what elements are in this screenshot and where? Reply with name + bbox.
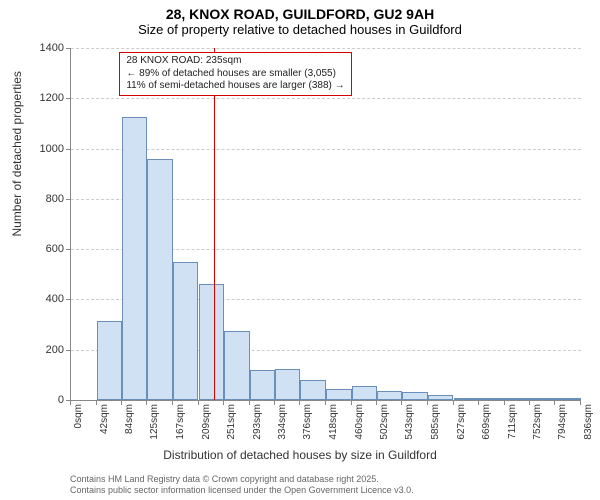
histogram-bar [352,386,378,400]
histogram-bar [97,321,123,400]
gridline [71,98,581,99]
xtick-mark [478,400,479,405]
xtick-mark [325,400,326,405]
chart-footer: Contains HM Land Registry data © Crown c… [70,474,414,496]
xtick-mark [427,400,428,405]
xtick-mark [529,400,530,405]
xtick-mark [274,400,275,405]
xtick-mark [96,400,97,405]
ytick-label: 1400 [24,42,64,54]
xtick-label: 794sqm [557,404,568,440]
xtick-mark [580,400,581,405]
histogram-bar [300,380,326,400]
xtick-label: 209sqm [201,404,212,440]
reference-line [214,48,215,400]
ytick-label: 1200 [24,92,64,104]
xtick-mark [249,400,250,405]
xtick-label: 293sqm [252,404,263,440]
ytick-label: 800 [24,193,64,205]
ytick-mark [66,48,71,49]
xtick-label: 84sqm [124,404,135,434]
xtick-label: 502sqm [379,404,390,440]
histogram-bar [250,370,275,400]
ytick-label: 0 [24,394,64,406]
chart-title-address: 28, KNOX ROAD, GUILDFORD, GU2 9AH [0,0,600,22]
histogram-bar [199,284,225,400]
xtick-label: 334sqm [277,404,288,440]
xtick-mark [223,400,224,405]
x-axis-label: Distribution of detached houses by size … [0,448,600,462]
ytick-mark [66,350,71,351]
histogram-bar [326,389,352,400]
ytick-mark [66,98,71,99]
y-axis-label: Number of detached properties [10,71,24,236]
ytick-label: 1000 [24,143,64,155]
xtick-mark [376,400,377,405]
xtick-label: 251sqm [226,404,237,440]
xtick-label: 669sqm [481,404,492,440]
xtick-mark [121,400,122,405]
xtick-mark [146,400,147,405]
xtick-label: 125sqm [149,404,160,440]
ytick-mark [66,199,71,200]
xtick-mark [172,400,173,405]
histogram-bar [173,262,199,400]
histogram-bar [224,331,250,400]
chart-title-description: Size of property relative to detached ho… [0,22,600,37]
xtick-label: 167sqm [175,404,186,440]
xtick-mark [401,400,402,405]
ytick-mark [66,299,71,300]
ytick-label: 200 [24,344,64,356]
histogram-bar [377,391,402,400]
xtick-mark [351,400,352,405]
xtick-label: 836sqm [583,404,594,440]
xtick-label: 627sqm [456,404,467,440]
xtick-label: 0sqm [73,404,84,428]
histogram-bar [275,369,301,400]
ytick-label: 400 [24,293,64,305]
footer-license: Contains public sector information licen… [70,485,414,496]
xtick-mark [198,400,199,405]
annotation-title: 28 KNOX ROAD: 235sqm [126,55,344,68]
chart-container: 28, KNOX ROAD, GUILDFORD, GU2 9AH Size o… [0,0,600,500]
histogram-bar [122,117,147,400]
annotation-smaller: ← 89% of detached houses are smaller (3,… [126,68,344,81]
histogram-bar [555,398,581,400]
ytick-label: 600 [24,243,64,255]
histogram-bar [454,398,480,401]
gridline [71,149,581,150]
ytick-mark [66,249,71,250]
xtick-label: 711sqm [507,404,518,439]
xtick-label: 42sqm [99,404,110,434]
xtick-label: 752sqm [532,404,543,440]
histogram-bar [530,398,556,400]
xtick-label: 460sqm [354,404,365,440]
xtick-label: 585sqm [430,404,441,440]
xtick-label: 418sqm [328,404,339,440]
histogram-bar [428,395,454,400]
plot-area: 28 KNOX ROAD: 235sqm ← 89% of detached h… [70,48,581,401]
histogram-bar [505,398,530,400]
gridline [71,48,581,49]
histogram-bar [402,392,428,400]
histogram-bar [147,159,173,400]
annotation-larger: 11% of semi-detached houses are larger (… [126,80,344,93]
xtick-label: 543sqm [404,404,415,440]
reference-annotation: 28 KNOX ROAD: 235sqm ← 89% of detached h… [119,52,351,96]
footer-copyright: Contains HM Land Registry data © Crown c… [70,474,414,485]
xtick-mark [554,400,555,405]
xtick-label: 376sqm [302,404,313,440]
xtick-mark [504,400,505,405]
histogram-bar [479,398,505,400]
xtick-mark [453,400,454,405]
ytick-mark [66,149,71,150]
xtick-mark [299,400,300,405]
xtick-mark [70,400,71,405]
